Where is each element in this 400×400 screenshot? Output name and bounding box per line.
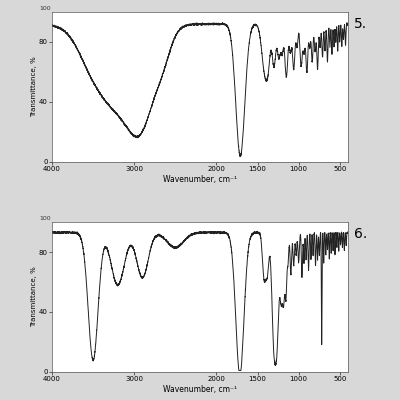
Text: 6.: 6.	[354, 226, 367, 240]
Y-axis label: Transmittance, %: Transmittance, %	[32, 267, 38, 327]
X-axis label: Wavenumber, cm⁻¹: Wavenumber, cm⁻¹	[163, 175, 237, 184]
Text: 100: 100	[39, 6, 50, 10]
Text: 5.: 5.	[354, 16, 367, 30]
X-axis label: Wavenumber, cm⁻¹: Wavenumber, cm⁻¹	[163, 385, 237, 394]
Text: 100: 100	[39, 216, 50, 220]
Y-axis label: Transmittance, %: Transmittance, %	[32, 57, 38, 117]
